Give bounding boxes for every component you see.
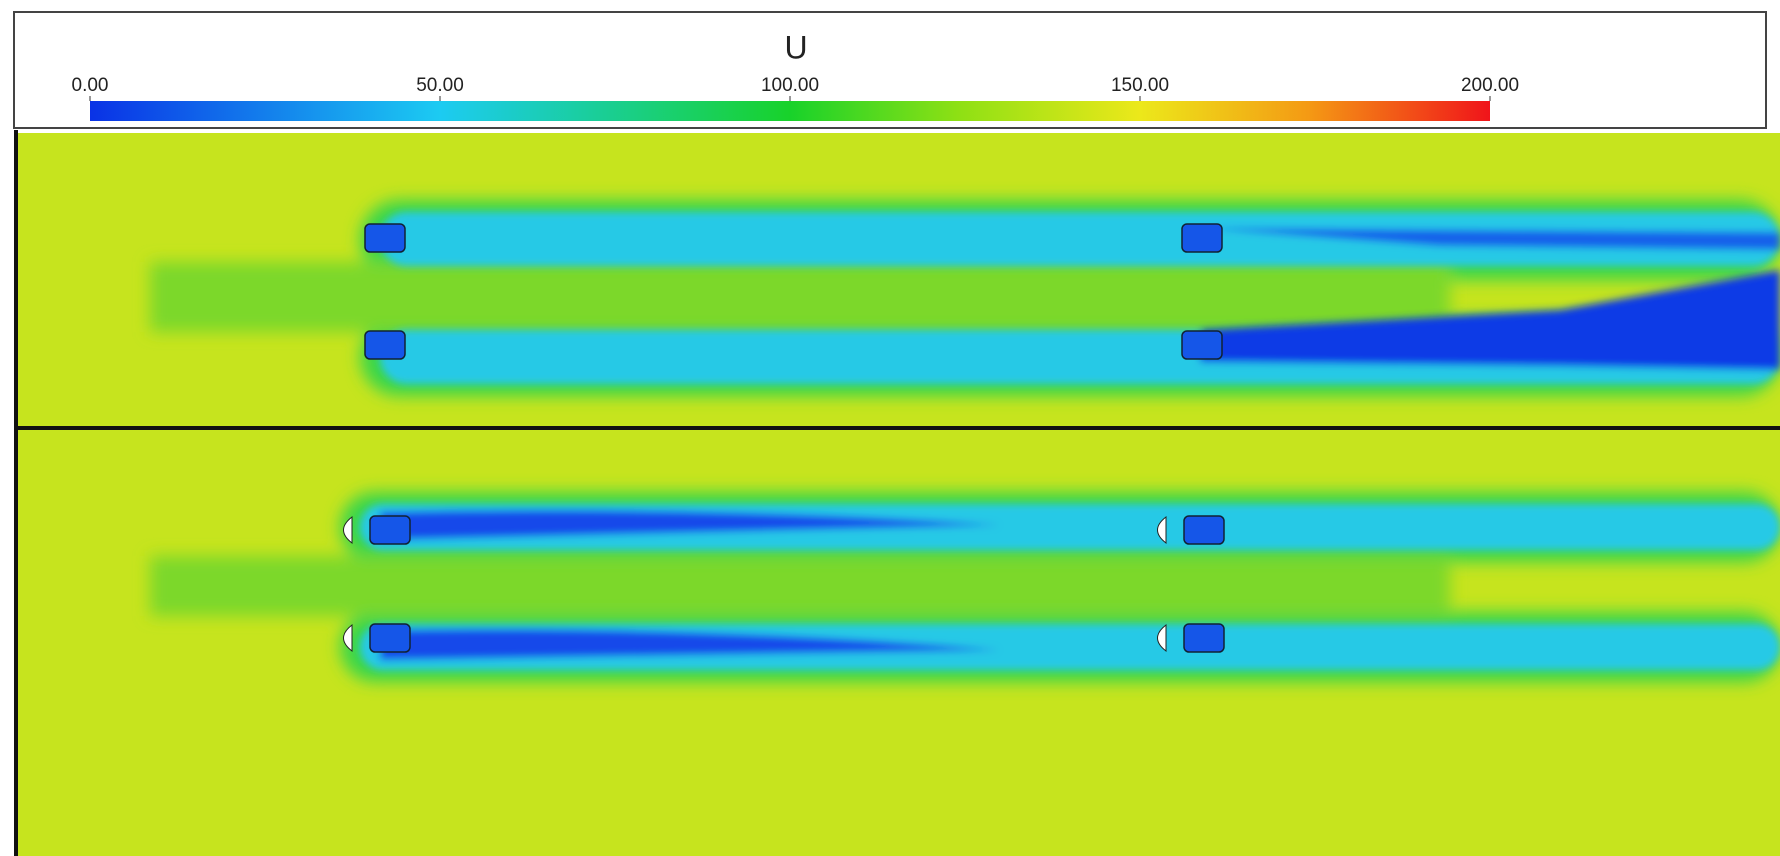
colorbar-tick-label: 100.00 <box>761 75 819 96</box>
panel-bottom <box>18 430 1780 856</box>
colorbar-tick-label: 50.00 <box>416 75 464 96</box>
page: U 0.00 50.00 100.00 150.00 200.00 <box>0 0 1780 856</box>
panel-divider <box>14 426 1780 430</box>
colorbar-tick-label: 150.00 <box>1111 75 1169 96</box>
colorbar-title: U <box>784 29 807 65</box>
frame-edge <box>14 130 18 856</box>
colorbar-tick-label: 0.00 <box>72 75 109 96</box>
visualization: U 0.00 50.00 100.00 150.00 200.00 <box>0 0 1780 856</box>
colorbar-tick-label: 200.00 <box>1461 75 1519 96</box>
panel-top <box>18 133 1780 427</box>
colorbar <box>90 101 1490 121</box>
